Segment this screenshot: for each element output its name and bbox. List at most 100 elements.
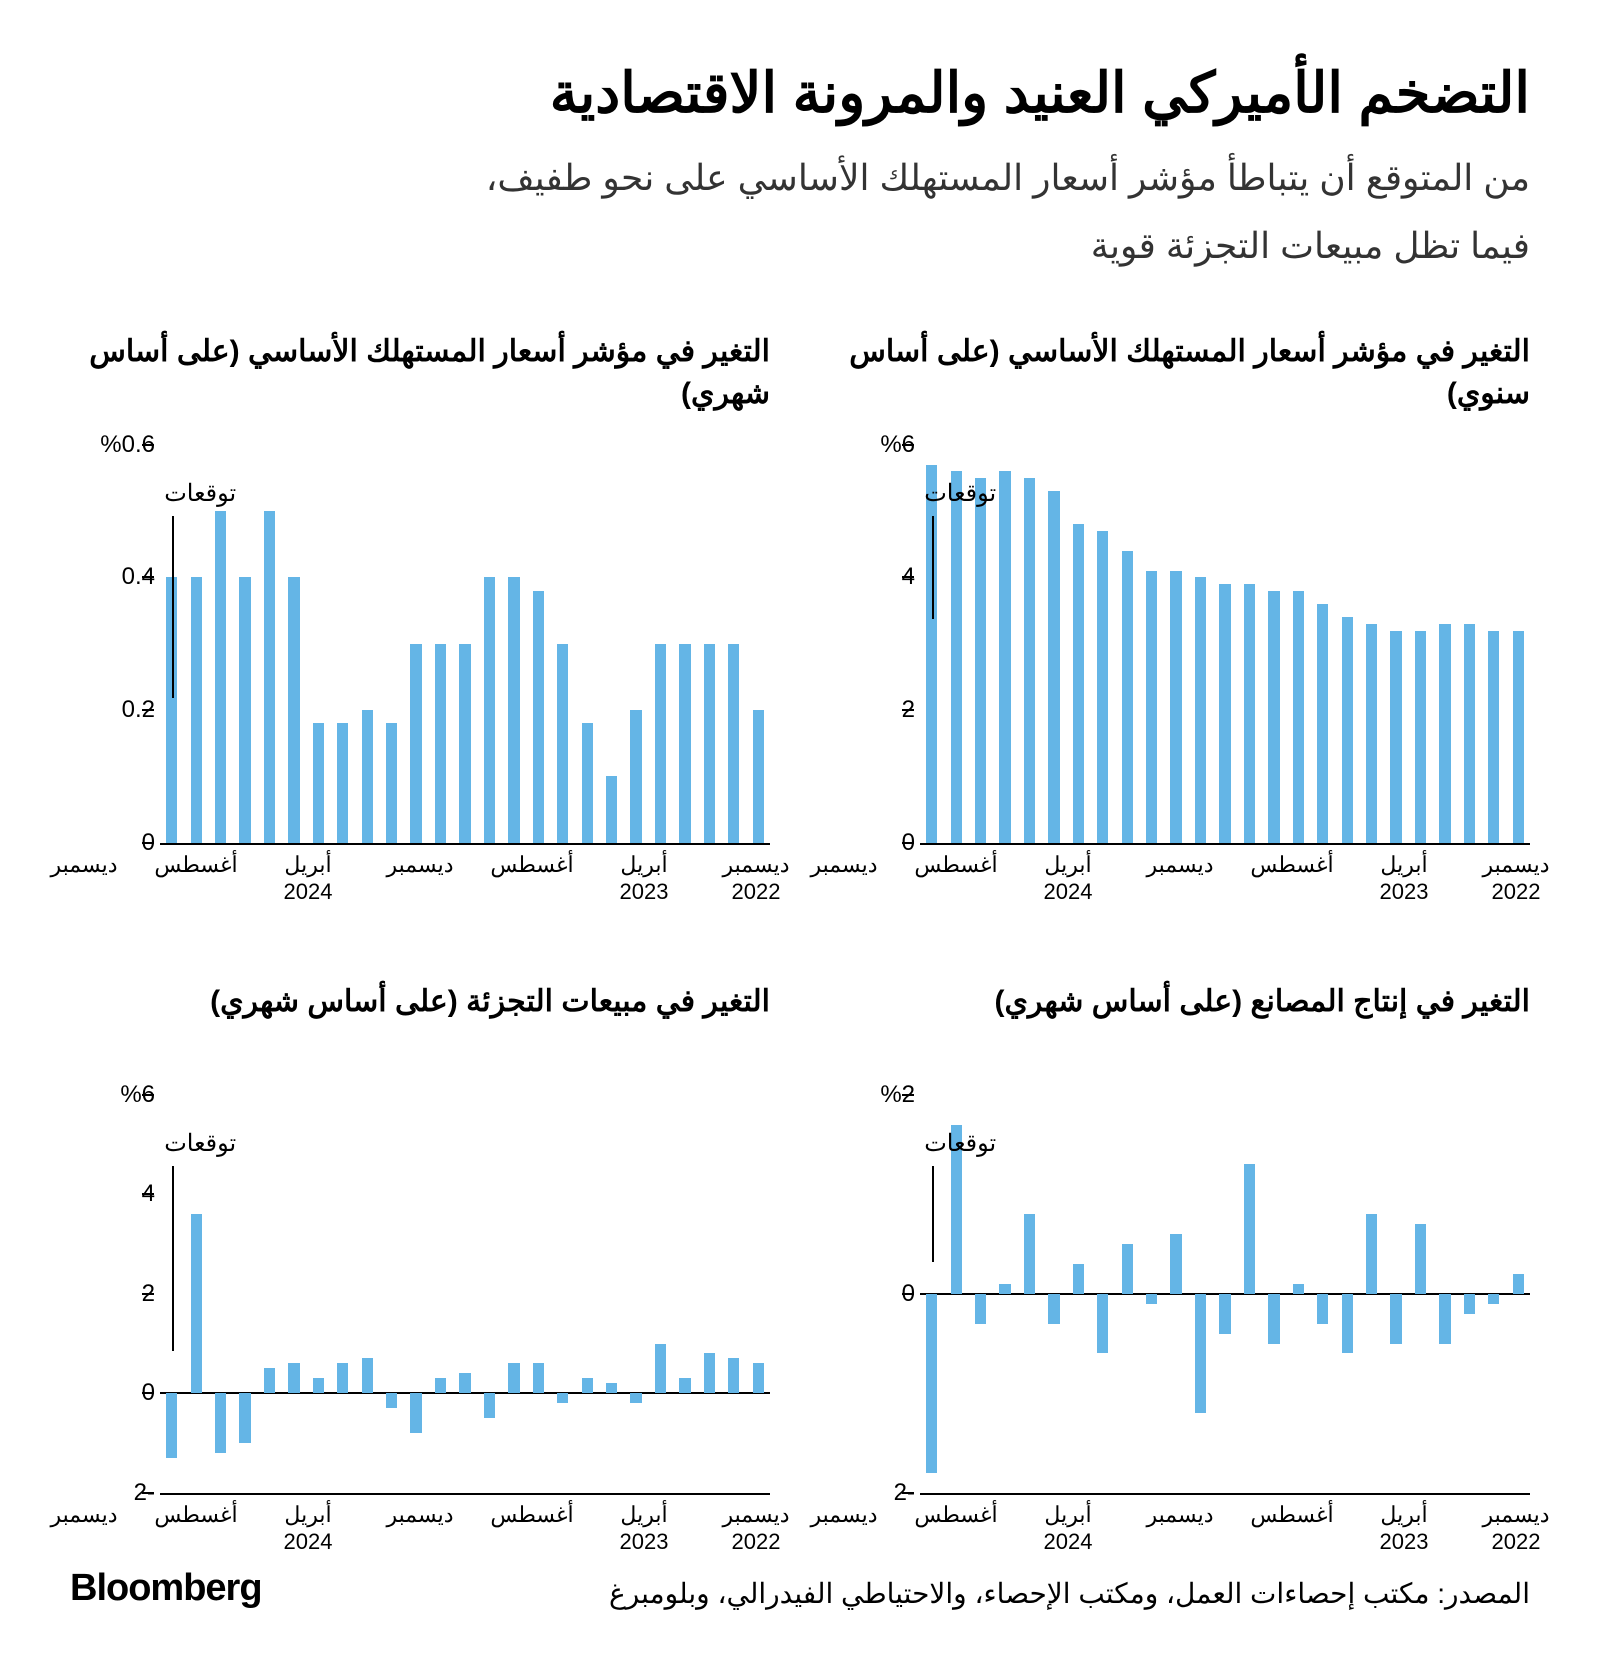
bar bbox=[1170, 1234, 1181, 1294]
bar bbox=[264, 511, 275, 843]
subtitle-line-2: فيما تظل مبيعات التجزئة قوية bbox=[70, 212, 1530, 280]
forecast-label: توقعات bbox=[164, 479, 236, 508]
y-axis-label: 0.2 bbox=[122, 696, 155, 724]
bar bbox=[1048, 1294, 1059, 1324]
bar bbox=[1146, 1294, 1157, 1304]
panel-title-core-cpi-mom: التغير في مؤشر أسعار المستهلك الأساسي (ع… bbox=[70, 331, 770, 415]
bar bbox=[288, 577, 299, 842]
bar bbox=[1244, 1164, 1255, 1293]
panel-title-industrial-production: التغير في إنتاج المصانع (على أساس شهري) bbox=[830, 981, 1530, 1065]
bar bbox=[191, 577, 202, 842]
forecast-label: توقعات bbox=[164, 1129, 236, 1158]
x-axis-label: ديسمبر bbox=[386, 851, 453, 879]
y-axis-label: 2 bbox=[142, 1280, 155, 1308]
x-axis-label: أغسطس bbox=[154, 851, 237, 879]
x-axis-label: أبريل2023 bbox=[620, 1501, 669, 1556]
bar bbox=[215, 1393, 226, 1453]
forecast-label: توقعات bbox=[924, 1129, 996, 1158]
y-axis-label: 2 bbox=[902, 696, 915, 724]
x-axis-label: ديسمبر2022 bbox=[722, 851, 789, 906]
x-axis-label: أغسطس bbox=[1250, 1501, 1333, 1529]
bar bbox=[999, 1284, 1010, 1294]
x-axis-label: أغسطس bbox=[914, 851, 997, 879]
page-title: التضخم الأميركي العنيد والمرونة الاقتصاد… bbox=[70, 60, 1530, 126]
x-axis-label: ديسمبر bbox=[1146, 851, 1213, 879]
footer: المصدر: مكتب إحصاءات العمل، ومكتب الإحصا… bbox=[70, 1567, 1530, 1610]
bar bbox=[1024, 478, 1035, 843]
bar bbox=[1439, 1294, 1450, 1344]
bar bbox=[975, 1294, 986, 1324]
bar bbox=[1464, 1294, 1475, 1314]
bar bbox=[753, 710, 764, 843]
bar bbox=[1342, 1294, 1353, 1354]
bar bbox=[630, 1393, 641, 1403]
bar bbox=[362, 710, 373, 843]
x-axis-label: أبريل2024 bbox=[284, 851, 333, 906]
bar bbox=[166, 1393, 177, 1458]
bar bbox=[215, 511, 226, 843]
bar bbox=[704, 644, 715, 843]
bar bbox=[606, 1383, 617, 1393]
bar bbox=[679, 1378, 690, 1393]
panel-title-core-cpi-yoy: التغير في مؤشر أسعار المستهلك الأساسي (ع… bbox=[830, 331, 1530, 415]
source-line: المصدر: مكتب إحصاءات العمل، ومكتب الإحصا… bbox=[609, 1577, 1530, 1610]
bar bbox=[508, 577, 519, 842]
chart-grid: التغير في مؤشر أسعار المستهلك الأساسي (ع… bbox=[70, 331, 1530, 1571]
bar bbox=[1488, 631, 1499, 843]
bar bbox=[313, 723, 324, 842]
y-axis-label: 0 bbox=[142, 1379, 155, 1407]
bar bbox=[362, 1358, 373, 1393]
bar bbox=[999, 471, 1010, 842]
bar bbox=[1293, 591, 1304, 843]
bar bbox=[582, 723, 593, 842]
y-axis-label: %2 bbox=[880, 1081, 915, 1109]
bar bbox=[655, 1344, 666, 1394]
bar bbox=[557, 1393, 568, 1403]
x-axis-label: ديسمبر2022 bbox=[722, 1501, 789, 1556]
bar bbox=[1122, 551, 1133, 843]
bar bbox=[1513, 1274, 1524, 1294]
chart-industrial-production: 2-0%2توقعات bbox=[920, 1095, 1530, 1495]
bar bbox=[1293, 1284, 1304, 1294]
bar bbox=[484, 1393, 495, 1418]
bar bbox=[1268, 591, 1279, 843]
x-axis-label: ديسمبر bbox=[810, 1501, 877, 1529]
y-axis-label: %6 bbox=[120, 1081, 155, 1109]
x-axis-label: أبريل2024 bbox=[284, 1501, 333, 1556]
bar bbox=[1317, 1294, 1328, 1324]
x-axis-label: ديسمبر2022 bbox=[1482, 1501, 1549, 1556]
bar bbox=[410, 644, 421, 843]
x-axis-label: ديسمبر bbox=[386, 1501, 453, 1529]
panel-retail-sales: التغير في مبيعات التجزئة (على أساس شهري)… bbox=[70, 981, 770, 1571]
x-axis-core-cpi-yoy: ديسمبر2022أبريل2023أغسطسديسمبرأبريل2024أ… bbox=[830, 851, 1530, 921]
x-axis-label: أغسطس bbox=[914, 1501, 997, 1529]
bar bbox=[1268, 1294, 1279, 1344]
bar bbox=[337, 1363, 348, 1393]
x-axis-label: أبريل2024 bbox=[1044, 851, 1093, 906]
bar bbox=[1048, 491, 1059, 843]
y-axis-label: 4 bbox=[902, 563, 915, 591]
x-axis-label: أغسطس bbox=[1250, 851, 1333, 879]
bar bbox=[1244, 584, 1255, 843]
bar bbox=[704, 1353, 715, 1393]
bar bbox=[1219, 1294, 1230, 1334]
y-axis-label: 0 bbox=[902, 1280, 915, 1308]
bar bbox=[1024, 1214, 1035, 1294]
bar bbox=[1415, 631, 1426, 843]
bar bbox=[655, 644, 666, 843]
x-axis-label: أغسطس bbox=[490, 1501, 573, 1529]
chart-retail-sales: 2-024%6توقعات bbox=[160, 1095, 770, 1495]
brand-logo: Bloomberg bbox=[70, 1567, 262, 1610]
bar bbox=[288, 1363, 299, 1393]
panel-industrial-production: التغير في إنتاج المصانع (على أساس شهري) … bbox=[830, 981, 1530, 1571]
bar bbox=[435, 1378, 446, 1393]
bar bbox=[386, 1393, 397, 1408]
bar bbox=[1146, 571, 1157, 843]
bar bbox=[1122, 1244, 1133, 1294]
x-axis-label: أغسطس bbox=[490, 851, 573, 879]
bar bbox=[630, 710, 641, 843]
x-axis-core-cpi-mom: ديسمبر2022أبريل2023أغسطسديسمبرأبريل2024أ… bbox=[70, 851, 770, 921]
bar bbox=[1097, 531, 1108, 843]
bar bbox=[1390, 1294, 1401, 1344]
bar bbox=[1390, 631, 1401, 843]
